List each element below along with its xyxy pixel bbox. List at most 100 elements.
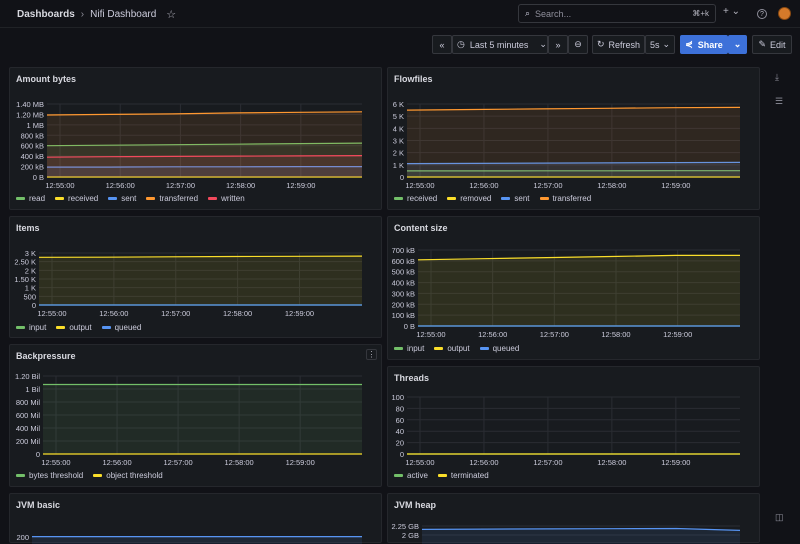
y-tick-label: 40 — [396, 427, 404, 436]
y-tick-label: 300 kB — [392, 289, 415, 298]
y-tick-label: 5 K — [393, 112, 404, 121]
legend-item[interactable]: output — [56, 323, 91, 332]
breadcrumb: Dashboards › Nifi Dashboard ☆ — [17, 8, 176, 21]
series-area — [47, 156, 362, 177]
legend-item[interactable]: received — [394, 194, 437, 203]
add-panel-icon[interactable]: ⤓ — [775, 72, 779, 83]
avatar[interactable] — [778, 7, 791, 20]
plus-icon[interactable]: + ⌄ — [723, 6, 740, 17]
legend-item[interactable]: written — [208, 194, 245, 203]
legend-item[interactable]: bytes threshold — [16, 471, 83, 480]
legend-swatch — [108, 197, 117, 200]
legend-label: queued — [115, 323, 142, 332]
legend-item[interactable]: queued — [102, 323, 142, 332]
legend-item[interactable]: sent — [108, 194, 136, 203]
breadcrumb-current: Nifi Dashboard — [90, 9, 156, 20]
edit-icon: ✎ — [758, 39, 766, 50]
legend-item[interactable]: read — [16, 194, 45, 203]
legend-item[interactable]: received — [55, 194, 98, 203]
legend-label: transferred — [553, 194, 592, 203]
y-tick-label: 80 — [396, 404, 404, 413]
x-tick-label: 12:58:00 — [225, 458, 254, 467]
x-tick-label: 12:56:00 — [99, 309, 128, 318]
y-tick-label: 0 — [400, 450, 404, 459]
series-area — [32, 537, 362, 544]
search-icon: ⌕ — [525, 8, 530, 19]
x-tick-label: 12:59:00 — [286, 458, 315, 467]
legend-item[interactable]: removed — [447, 194, 491, 203]
legend: active terminated — [394, 471, 489, 480]
legend-item[interactable]: active — [394, 471, 428, 480]
legend-item[interactable]: transferred — [146, 194, 198, 203]
legend-item[interactable]: queued — [480, 344, 520, 353]
legend: input output queued — [394, 344, 519, 353]
help-icon[interactable]: ? — [757, 9, 767, 19]
sidebar-toggle-icon[interactable]: ◫ — [775, 512, 784, 523]
legend-swatch — [56, 326, 65, 329]
y-tick-label: 200 kB — [21, 163, 44, 172]
legend-label: transferred — [159, 194, 198, 203]
legend-swatch — [208, 197, 217, 200]
legend-swatch — [16, 197, 25, 200]
legend-label: output — [447, 344, 469, 353]
legend-item[interactable]: terminated — [438, 471, 489, 480]
x-tick-label: 12:57:00 — [533, 181, 562, 190]
time-back-button[interactable]: « — [432, 35, 452, 54]
search-input[interactable]: ⌕ Search... ⌘+k — [518, 4, 716, 23]
refresh-label: Refresh — [609, 40, 641, 50]
y-tick-label: 1.20 Bil — [15, 372, 40, 381]
jvm-basic-chart[interactable]: 200 — [10, 494, 383, 544]
x-tick-label: 12:58:00 — [597, 181, 626, 190]
legend-label: input — [407, 344, 424, 353]
y-tick-label: 1 Bil — [25, 385, 40, 394]
share-dropdown-button[interactable]: ⌄ — [728, 35, 747, 54]
legend-item[interactable]: object threshold — [93, 471, 162, 480]
y-tick-label: 600 Mil — [16, 411, 41, 420]
y-tick-label: 6 K — [393, 100, 404, 109]
legend-swatch — [394, 474, 403, 477]
y-tick-label: 1 K — [25, 284, 36, 293]
edit-button[interactable]: ✎ Edit — [752, 35, 792, 54]
y-tick-label: 200 Mil — [16, 437, 41, 446]
jvm-heap-chart[interactable]: 2.25 GB2 GB — [388, 494, 761, 544]
time-range-picker[interactable]: ◷ Last 5 minutes ⌄ — [452, 35, 548, 54]
time-forward-button[interactable]: » — [548, 35, 568, 54]
outline-icon[interactable]: ☰ — [775, 96, 783, 107]
panel-jvm-basic: JVM basic 200 — [9, 493, 382, 543]
legend-swatch — [501, 197, 510, 200]
refresh-button[interactable]: ↻ Refresh — [592, 35, 645, 54]
zoom-out-icon[interactable]: ⊖ — [568, 35, 588, 54]
legend-item[interactable]: output — [434, 344, 469, 353]
y-tick-label: 2 K — [393, 149, 404, 158]
x-tick-label: 12:55:00 — [45, 181, 74, 190]
search-shortcut: ⌘+k — [692, 9, 709, 18]
x-tick-label: 12:58:00 — [597, 458, 626, 467]
legend-item[interactable]: input — [394, 344, 424, 353]
legend-item[interactable]: sent — [501, 194, 529, 203]
refresh-interval-select[interactable]: 5s ⌄ — [645, 35, 675, 54]
time-range-label: Last 5 minutes — [470, 40, 529, 50]
y-tick-label: 0 — [36, 450, 40, 459]
y-tick-label: 2.50 K — [14, 258, 36, 267]
x-tick-label: 12:55:00 — [405, 181, 434, 190]
star-icon[interactable]: ☆ — [166, 8, 176, 21]
chevron-down-icon: ⌄ — [539, 39, 547, 50]
legend-item[interactable]: transferred — [540, 194, 592, 203]
y-tick-label: 3 K — [25, 249, 36, 258]
breadcrumb-dashboards[interactable]: Dashboards — [17, 9, 75, 20]
series-area — [422, 529, 740, 544]
legend-item[interactable]: input — [16, 323, 46, 332]
share-button[interactable]: ⋞ Share — [680, 35, 728, 54]
legend-label: sent — [514, 194, 529, 203]
